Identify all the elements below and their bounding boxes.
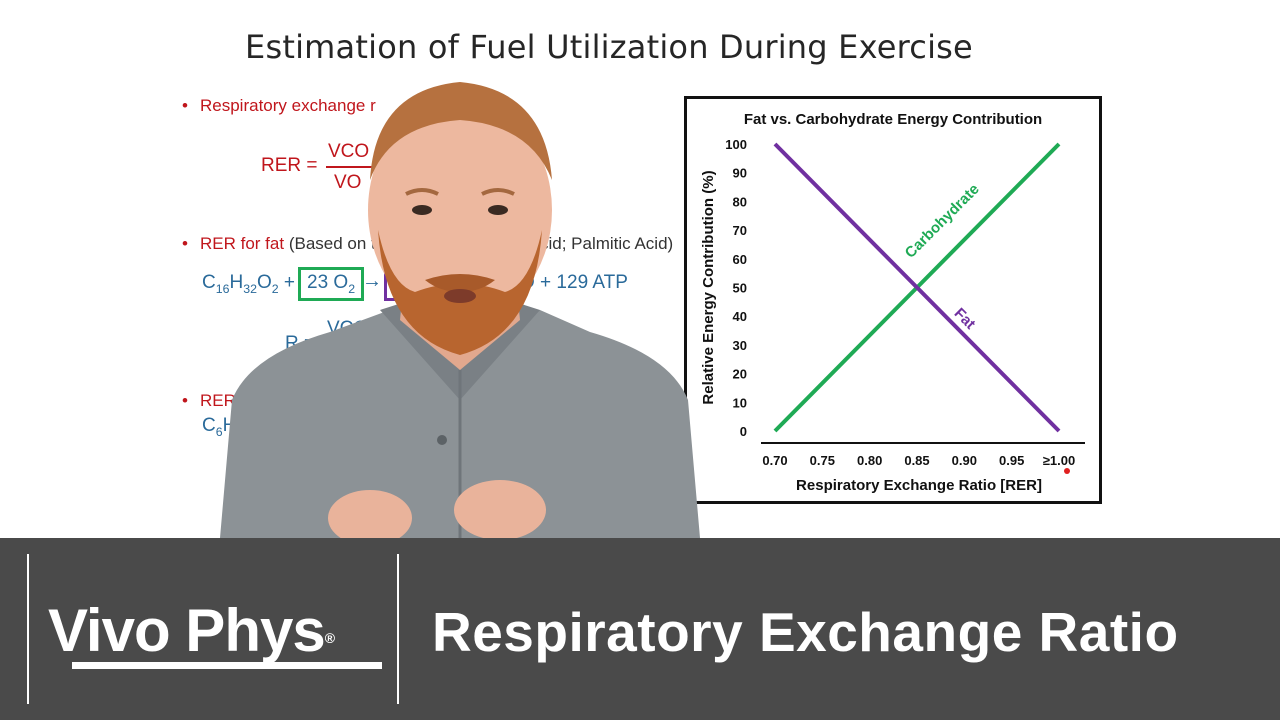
fat-series-line (773, 142, 1061, 433)
rer-chart-panel: Fat vs. Carbohydrate Energy Contribution… (684, 96, 1102, 504)
x-tick-label: 0.70 (762, 453, 787, 468)
x-tick-label: 0.90 (952, 453, 977, 468)
presenter-figure (220, 82, 700, 538)
bullet-rer-fat-tail: cid; Palmitic Acid) (540, 234, 673, 254)
x-tick-label: 0.75 (810, 453, 835, 468)
rer-chart: Fat vs. Carbohydrate Energy Contribution… (700, 111, 1085, 494)
rer-formula-numerator: VCO (328, 141, 370, 162)
y-tick-label: 40 (733, 309, 747, 324)
bullet-extra-tail: cid; Palmitic Acid) (540, 234, 674, 253)
carbohydrate-series-label: Carbohydrate (902, 181, 983, 262)
y-axis-label: Relative Energy Contribution (%) (700, 170, 717, 404)
banner-divider-left (27, 554, 29, 704)
vivo-phys-logo: Vivo Phys® (48, 596, 388, 696)
slide-title: Estimation of Fuel Utilization During Ex… (245, 28, 973, 66)
x-axis-label: Respiratory Exchange Ratio [RER] (796, 477, 1042, 494)
x-tick-label: 0.95 (999, 453, 1024, 468)
x-tick-label: 0.80 (857, 453, 882, 468)
y-tick-label: 80 (733, 194, 747, 209)
reaction-arrow: → (362, 270, 382, 292)
y-tick-label: 30 (733, 338, 747, 353)
fat-equation-reactant: C16H32O2 + (202, 272, 295, 296)
y-tick-label: 0 (740, 424, 747, 439)
bullet-extra: (Based on t (284, 234, 376, 253)
bullet-label: RER for fat (200, 234, 285, 253)
oxygen-box: 23 O2 (298, 267, 365, 301)
bullet-rer-fat: • RER for fat (Based on t (182, 234, 376, 253)
chart-title: Fat vs. Carbohydrate Energy Contribution (744, 111, 1042, 128)
bullet-label: Respiratory exchange r (200, 96, 376, 115)
x-tick-label: 0.85 (904, 453, 929, 468)
video-title: Respiratory Exchange Ratio (432, 601, 1179, 663)
cursor-dot (1064, 468, 1070, 474)
logo-underline (72, 662, 382, 669)
slide-margin-left (0, 0, 165, 538)
y-tick-label: 70 (733, 223, 747, 238)
rer-formula-denominator: VO (334, 172, 362, 193)
logo-text: Vivo Phys® (48, 597, 335, 664)
rer-fraction-bar (326, 166, 386, 168)
fat-equation-tail: O + 129 ATP (520, 272, 628, 293)
y-tick-label: 60 (733, 252, 747, 267)
y-tick-label: 100 (725, 137, 747, 152)
banner-divider-middle (397, 554, 399, 704)
lower-third-banner: Vivo Phys® (0, 538, 1280, 720)
bullet-respiratory-exchange: • Respiratory exchange r (182, 96, 376, 115)
y-tick-label: 10 (733, 395, 747, 410)
rer-formula-lhs: RER = (261, 155, 318, 176)
y-tick-label: 90 (733, 166, 747, 181)
y-tick-label: 20 (733, 367, 747, 382)
lecture-slide: Estimation of Fuel Utilization During Ex… (0, 0, 1280, 538)
slide-margin-right (1102, 0, 1280, 538)
x-tick-label: ≥1.00 (1043, 453, 1075, 468)
y-tick-label: 50 (733, 281, 747, 296)
